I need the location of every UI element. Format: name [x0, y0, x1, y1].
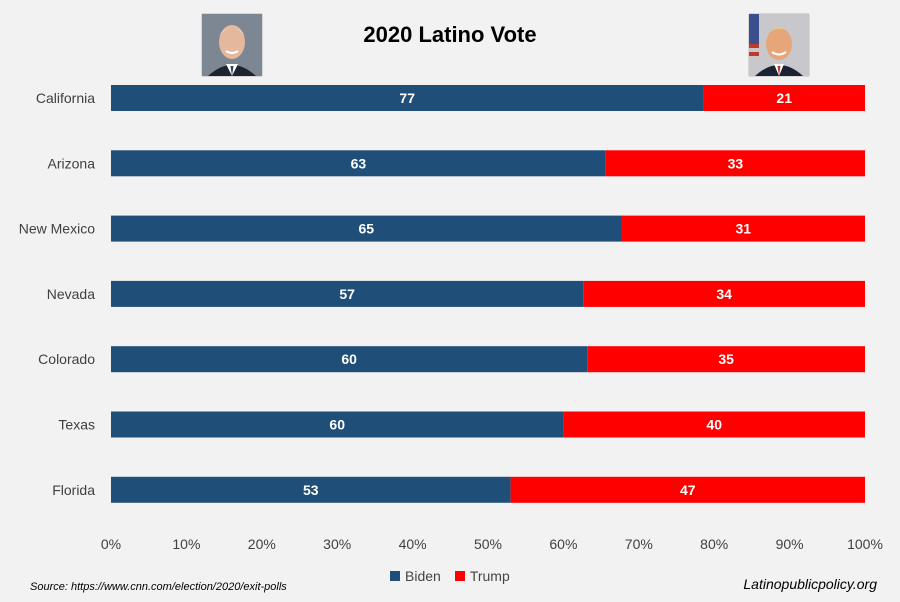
bar-trump-new-mexico — [621, 215, 865, 242]
legend-swatch-trump — [454, 571, 465, 581]
data-label-biden-new-mexico: 65 — [358, 221, 374, 237]
data-label-biden-arizona: 63 — [351, 155, 367, 171]
legend-label-biden: Biden — [405, 568, 441, 584]
x-tick-label: 80% — [700, 536, 728, 552]
bar-biden-colorado — [111, 346, 588, 373]
y-label-nevada: Nevada — [47, 286, 95, 302]
bar-trump-california — [703, 85, 865, 111]
data-label-trump-nevada: 34 — [716, 286, 732, 302]
trump-portrait — [749, 14, 809, 76]
biden-portrait-image — [202, 14, 262, 76]
y-label-new-mexico: New Mexico — [19, 221, 95, 237]
x-tick-label: 20% — [248, 536, 276, 552]
bar-trump-arizona — [605, 150, 865, 177]
data-label-biden-california: 77 — [399, 90, 415, 106]
x-tick-label: 30% — [323, 536, 351, 552]
credit-note: Latinopublicpolicy.org — [743, 576, 877, 592]
legend: Biden Trump — [390, 568, 524, 584]
data-label-trump-new-mexico: 31 — [735, 221, 751, 237]
bar-trump-nevada — [583, 280, 865, 307]
x-tick-label: 50% — [474, 536, 502, 552]
data-label-biden-texas: 60 — [329, 417, 345, 433]
bar-biden-texas — [111, 411, 564, 438]
bar-trump-colorado — [587, 346, 865, 373]
data-label-trump-california: 21 — [776, 90, 792, 106]
x-tick-label: 10% — [172, 536, 200, 552]
y-label-arizona: Arizona — [48, 155, 96, 171]
bar-trump-texas — [563, 411, 865, 438]
x-tick-label: 100% — [847, 536, 883, 552]
source-note: Source: https://www.cnn.com/election/202… — [30, 581, 287, 593]
data-label-biden-florida: 53 — [303, 482, 319, 498]
y-label-colorado: Colorado — [38, 351, 95, 367]
legend-label-trump: Trump — [469, 568, 510, 584]
y-label-california: California — [36, 90, 95, 106]
data-label-trump-texas: 40 — [706, 417, 722, 433]
bar-trump-florida — [510, 476, 865, 503]
data-label-trump-colorado: 35 — [718, 351, 734, 367]
legend-swatch-biden — [390, 571, 400, 581]
chart-title: 2020 Latino Vote — [363, 22, 537, 47]
legend-item-biden: Biden — [390, 568, 441, 584]
trump-portrait-image — [749, 14, 809, 76]
bar-biden-new-mexico — [111, 215, 622, 242]
x-tick-label: 0% — [101, 536, 121, 552]
data-label-biden-nevada: 57 — [339, 286, 355, 302]
biden-portrait — [202, 14, 262, 76]
data-label-trump-florida: 47 — [680, 482, 696, 498]
data-label-trump-arizona: 33 — [728, 155, 744, 171]
bar-biden-california — [111, 85, 704, 111]
bar-biden-arizona — [111, 150, 606, 177]
y-label-florida: Florida — [52, 482, 95, 498]
y-label-texas: Texas — [58, 417, 95, 433]
x-tick-label: 60% — [549, 536, 577, 552]
bar-biden-florida — [111, 476, 511, 503]
bar-biden-nevada — [111, 280, 584, 307]
x-tick-label: 90% — [776, 536, 804, 552]
x-tick-label: 70% — [625, 536, 653, 552]
data-label-biden-colorado: 60 — [341, 351, 357, 367]
x-tick-label: 40% — [399, 536, 427, 552]
legend-item-trump: Trump — [454, 568, 510, 584]
